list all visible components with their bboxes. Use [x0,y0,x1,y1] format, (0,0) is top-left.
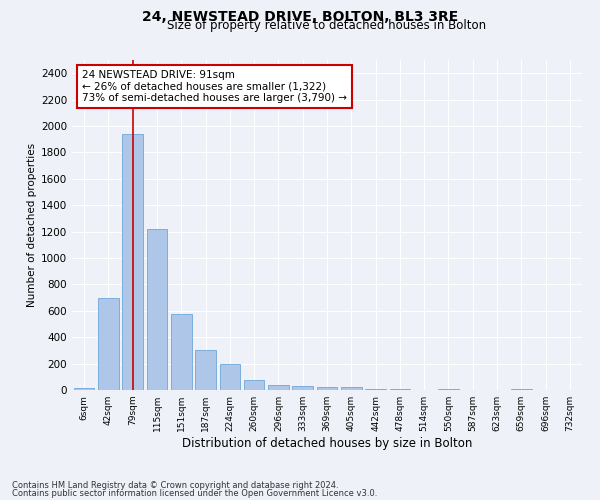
Bar [220,364,240,390]
Bar [146,229,167,390]
Bar [244,380,265,390]
Bar [317,387,337,390]
Bar [341,386,362,390]
Text: 24, NEWSTEAD DRIVE, BOLTON, BL3 3RE: 24, NEWSTEAD DRIVE, BOLTON, BL3 3RE [142,10,458,24]
Bar [268,384,289,390]
Text: Contains public sector information licensed under the Open Government Licence v3: Contains public sector information licen… [12,488,377,498]
Bar [171,314,191,390]
Title: Size of property relative to detached houses in Bolton: Size of property relative to detached ho… [167,20,487,32]
Text: 24 NEWSTEAD DRIVE: 91sqm
← 26% of detached houses are smaller (1,322)
73% of sem: 24 NEWSTEAD DRIVE: 91sqm ← 26% of detach… [82,70,347,103]
Bar [98,298,119,390]
Text: Contains HM Land Registry data © Crown copyright and database right 2024.: Contains HM Land Registry data © Crown c… [12,481,338,490]
Bar [292,386,313,390]
Bar [195,350,216,390]
X-axis label: Distribution of detached houses by size in Bolton: Distribution of detached houses by size … [182,437,472,450]
Bar [511,388,532,390]
Bar [389,389,410,390]
Bar [122,134,143,390]
Bar [365,388,386,390]
Bar [438,389,459,390]
Y-axis label: Number of detached properties: Number of detached properties [27,143,37,307]
Bar [74,388,94,390]
